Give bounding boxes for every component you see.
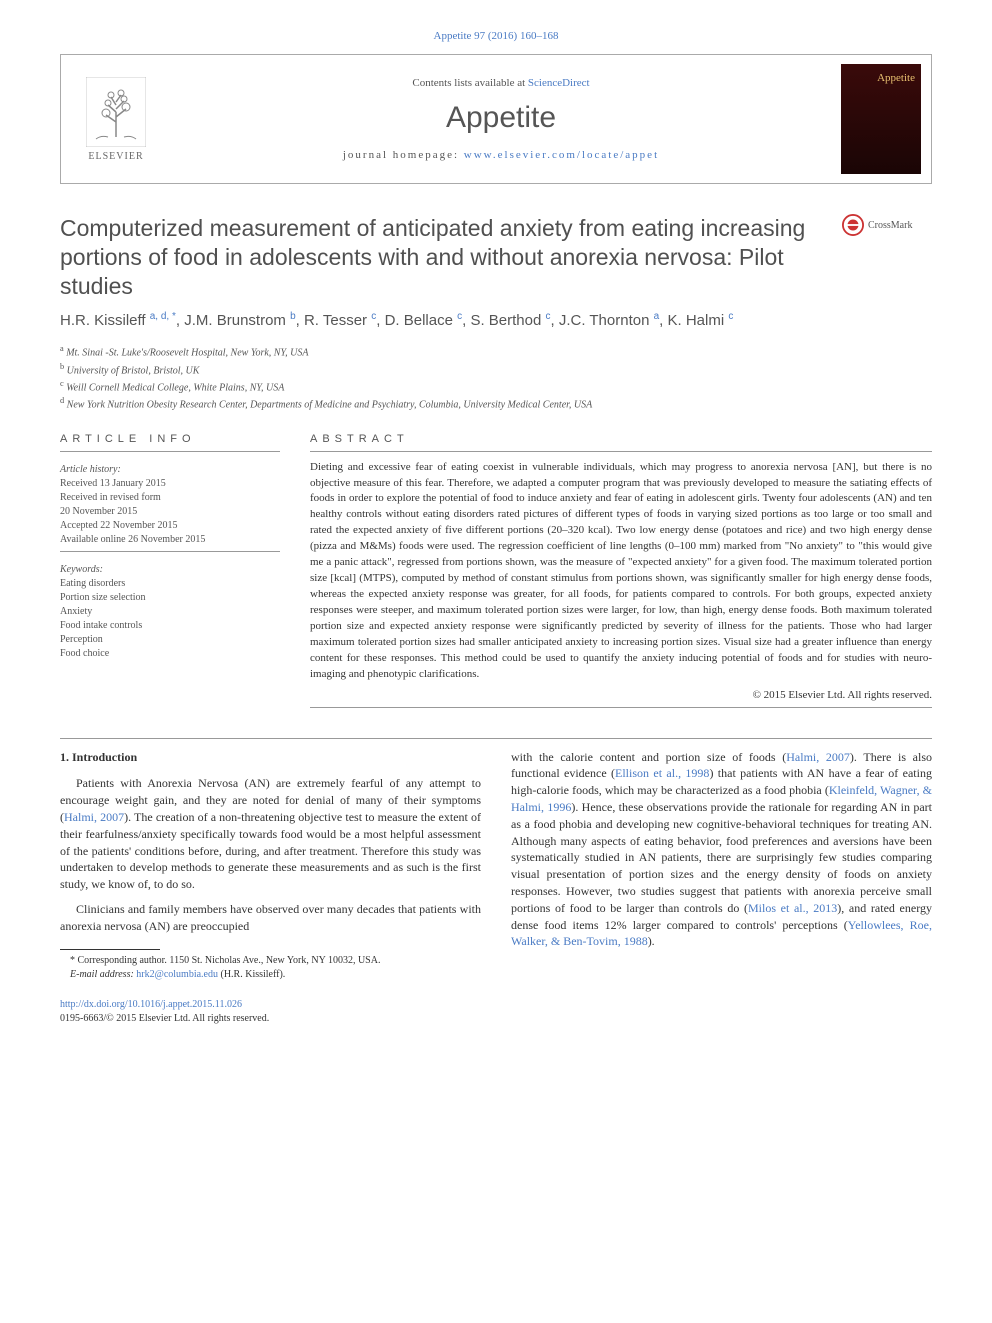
doi-link[interactable]: http://dx.doi.org/10.1016/j.appet.2015.1… [60, 999, 242, 1010]
authors: H.R. Kissileff a, d, *, J.M. Brunstrom b… [60, 310, 932, 331]
affiliations: a Mt. Sinai -St. Luke's/Roosevelt Hospit… [60, 343, 932, 412]
history-item: Available online 26 November 2015 [60, 533, 280, 547]
intro-p3-link2[interactable]: Ellison et al., 1998 [615, 766, 709, 780]
journal-name: Appetite [446, 101, 556, 135]
abstract-copyright: © 2015 Elsevier Ltd. All rights reserved… [310, 689, 932, 701]
abstract: ABSTRACT Dieting and excessive fear of e… [310, 433, 932, 708]
journal-cover-title: Appetite [877, 72, 915, 84]
homepage-link[interactable]: www.elsevier.com/locate/appet [464, 149, 659, 161]
intro-p1-link1[interactable]: Halmi, 2007 [64, 810, 124, 824]
email-link[interactable]: hrk2@columbia.edu [136, 969, 218, 980]
history-item: Received in revised form [60, 491, 280, 505]
section-1-heading: 1. Introduction [60, 749, 481, 766]
crossmark-label: CrossMark [868, 220, 912, 231]
abstract-heading: ABSTRACT [310, 433, 932, 445]
elsevier-tree-icon [86, 77, 146, 147]
homepage-prefix: journal homepage: [343, 149, 464, 161]
keyword-item: Eating disorders [60, 577, 280, 591]
body-col-left: 1. Introduction Patients with Anorexia N… [60, 749, 481, 1026]
contents-line: Contents lists available at ScienceDirec… [412, 77, 589, 89]
affiliation-line: a Mt. Sinai -St. Luke's/Roosevelt Hospit… [60, 343, 932, 360]
email-suffix: (H.R. Kissileff). [218, 969, 285, 980]
publisher-logo-cell: ELSEVIER [61, 55, 171, 183]
intro-p1-post: ). The creation of a non-threatening obj… [60, 810, 481, 891]
keyword-item: Food choice [60, 647, 280, 661]
doi-block: http://dx.doi.org/10.1016/j.appet.2015.1… [60, 998, 481, 1026]
homepage-line: journal homepage: www.elsevier.com/locat… [343, 149, 659, 161]
publisher-name: ELSEVIER [88, 151, 143, 162]
abstract-body: Dieting and excessive fear of eating coe… [310, 451, 932, 683]
email-label: E-mail address: [70, 969, 136, 980]
intro-p3-link1[interactable]: Halmi, 2007 [786, 750, 850, 764]
email-note: E-mail address: hrk2@columbia.edu (H.R. … [60, 968, 481, 982]
sciencedirect-link[interactable]: ScienceDirect [528, 77, 590, 89]
keyword-item: Perception [60, 633, 280, 647]
intro-p3-link4[interactable]: Milos et al., 2013 [748, 901, 837, 915]
intro-p3: with the calorie content and portion siz… [511, 749, 932, 951]
journal-cover-cell: Appetite [831, 55, 931, 183]
keyword-item: Portion size selection [60, 591, 280, 605]
affiliation-line: d New York Nutrition Obesity Research Ce… [60, 395, 932, 412]
publisher-logo: ELSEVIER [76, 69, 156, 169]
header-center: Contents lists available at ScienceDirec… [171, 55, 831, 183]
history-item: Accepted 22 November 2015 [60, 519, 280, 533]
top-citation: Appetite 97 (2016) 160–168 [60, 30, 932, 42]
keyword-item: Food intake controls [60, 619, 280, 633]
keywords-list: Eating disordersPortion size selectionAn… [60, 577, 280, 661]
issn-line: 0195-6663/© 2015 Elsevier Ltd. All right… [60, 1013, 269, 1024]
crossmark-badge[interactable]: CrossMark [842, 214, 932, 236]
crossmark-icon [842, 214, 864, 236]
journal-cover: Appetite [841, 64, 921, 174]
corresponding-author-note: * Corresponding author. 1150 St. Nichola… [60, 954, 481, 968]
abstract-bottom-rule [310, 707, 932, 708]
journal-header: ELSEVIER Contents lists available at Sci… [60, 54, 932, 184]
intro-p2: Clinicians and family members have obser… [60, 901, 481, 935]
affiliation-line: c Weill Cornell Medical College, White P… [60, 378, 932, 395]
intro-p3-a: with the calorie content and portion siz… [511, 750, 786, 764]
article-info-heading: ARTICLE INFO [60, 433, 280, 445]
history-item: Received 13 January 2015 [60, 477, 280, 491]
history-item: 20 November 2015 [60, 505, 280, 519]
top-citation-link[interactable]: Appetite 97 (2016) 160–168 [434, 30, 559, 42]
body-divider [60, 738, 932, 739]
affiliation-line: b University of Bristol, Bristol, UK [60, 361, 932, 378]
keyword-item: Anxiety [60, 605, 280, 619]
article-history-list: Received 13 January 2015Received in revi… [60, 477, 280, 547]
contents-prefix: Contents lists available at [412, 77, 527, 89]
paper-title: Computerized measurement of anticipated … [60, 214, 842, 300]
article-history-label: Article history: [60, 464, 280, 475]
intro-p3-f: ). [648, 934, 655, 948]
intro-p3-d: ). Hence, these observations provide the… [511, 800, 932, 915]
keywords-label: Keywords: [60, 564, 280, 575]
article-info: ARTICLE INFO Article history: Received 1… [60, 433, 280, 708]
body-col-right: with the calorie content and portion siz… [511, 749, 932, 1026]
intro-p1: Patients with Anorexia Nervosa (AN) are … [60, 775, 481, 893]
footnote-rule [60, 949, 160, 950]
